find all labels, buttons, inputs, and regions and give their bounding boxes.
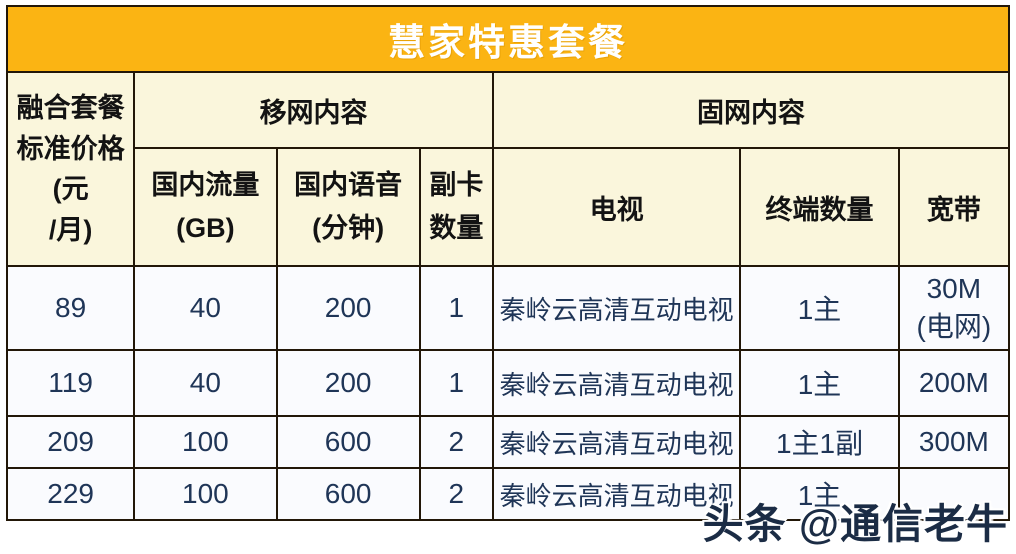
voice-cell: 200 (275, 349, 421, 417)
terminals-cell: 1主1副 (739, 415, 900, 469)
tv-cell: 秦岭云高清互动电视 (491, 415, 742, 469)
broadband-cell (897, 467, 1011, 521)
broadband-cell: 200M (897, 349, 1011, 417)
data-gb-cell: 40 (133, 349, 278, 417)
group-header-mobile: 移网内容 (133, 71, 494, 149)
header-line: 国内语音 (294, 169, 403, 200)
col-header-terminals: 终端数量 (739, 147, 900, 267)
subcard-cell: 2 (418, 415, 494, 469)
price-cell: 89 (5, 265, 136, 351)
price-cell: 119 (5, 349, 136, 417)
group-header-fixed: 固网内容 (491, 71, 1011, 149)
price-cell: 229 (5, 467, 136, 521)
subcard-cell: 2 (418, 467, 494, 521)
table-title: 慧家特惠套餐 (6, 5, 1010, 73)
broadband-line: 30M (926, 273, 982, 305)
sub-header-row: 国内流量 (GB) 国内语音 (分钟) 副卡 数量 电视 终端数量 宽带 (7, 147, 1011, 267)
col-header-broadband: 宽带 (897, 147, 1011, 267)
col-header-subcard: 副卡 数量 (418, 147, 494, 267)
price-column-header: 融合套餐 标准价格 (元 /月) (5, 71, 136, 267)
col-header-data: 国内流量 (GB) (133, 147, 278, 267)
table-row: 229 100 600 2 秦岭云高清互动电视 1主 (5, 467, 1011, 521)
subcard-cell: 1 (418, 349, 494, 417)
price-header-line: (元 (52, 174, 89, 204)
col-header-tv: 电视 (491, 147, 742, 267)
table-row: 89 40 200 1 秦岭云高清互动电视 1主 30M (电网) (5, 265, 1011, 351)
data-gb-cell: 100 (133, 467, 278, 521)
price-cell: 209 (5, 415, 136, 469)
tv-cell: 秦岭云高清互动电视 (491, 265, 742, 351)
broadband-line: (电网) (916, 311, 992, 342)
header-line: (GB) (176, 213, 235, 243)
header-line: (分钟) (312, 213, 385, 243)
terminals-cell: 1主 (739, 349, 900, 417)
voice-cell: 600 (275, 415, 421, 469)
tv-cell: 秦岭云高清互动电视 (491, 467, 742, 521)
data-gb-cell: 40 (133, 265, 278, 351)
price-header-line: /月) (48, 214, 93, 245)
price-header-line: 标准价格 (16, 133, 125, 164)
package-price-table: 慧家特惠套餐 融合套餐 标准价格 (元 /月) 移网内容 固网内容 国内流量 (… (5, 5, 1011, 521)
terminals-cell: 1主 (739, 467, 900, 521)
header-line: 国内流量 (151, 169, 260, 200)
col-header-voice: 国内语音 (分钟) (275, 147, 421, 267)
group-header-row: 融合套餐 标准价格 (元 /月) 移网内容 固网内容 (5, 71, 1011, 267)
tv-cell: 秦岭云高清互动电视 (491, 349, 742, 417)
broadband-cell: 30M (电网) (897, 265, 1011, 351)
header-line: 数量 (429, 213, 484, 243)
broadband-cell: 300M (897, 415, 1011, 469)
subcard-cell: 1 (418, 265, 494, 351)
table-row: 209 100 600 2 秦岭云高清互动电视 1主1副 300M (5, 415, 1011, 469)
terminals-cell: 1主 (739, 265, 900, 351)
voice-cell: 200 (275, 265, 421, 351)
title-row: 慧家特惠套餐 (6, 5, 1010, 73)
voice-cell: 600 (275, 467, 421, 521)
watermark: 头条 @通信老牛 (702, 501, 1008, 547)
data-gb-cell: 100 (133, 415, 278, 469)
header-line: 副卡 (429, 169, 484, 200)
table-row: 119 40 200 1 秦岭云高清互动电视 1主 200M (5, 349, 1011, 417)
price-header-line: 融合套餐 (16, 93, 125, 123)
